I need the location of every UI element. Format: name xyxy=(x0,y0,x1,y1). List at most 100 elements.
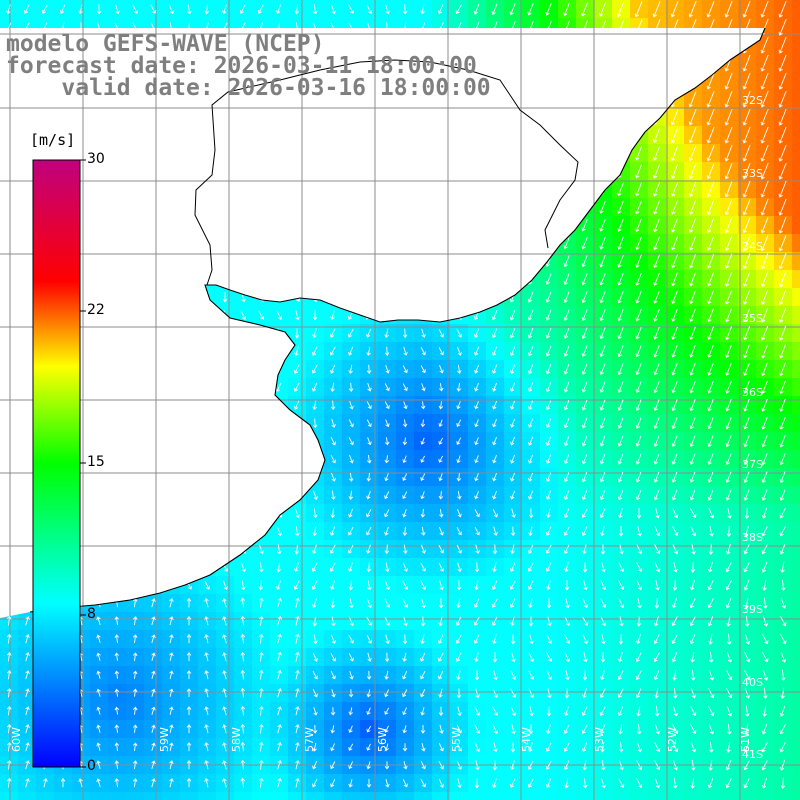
wind-arrow xyxy=(635,381,642,394)
wind-arrow xyxy=(366,346,371,356)
wind-arrow xyxy=(186,220,192,231)
wind-arrow xyxy=(492,419,497,428)
wind-arrow xyxy=(240,256,245,267)
wind-cell xyxy=(414,144,432,162)
wind-cell xyxy=(126,558,144,576)
colorbar-tick-22: 22 xyxy=(87,302,105,318)
wind-arrow xyxy=(671,363,678,376)
wind-arrow xyxy=(258,508,265,518)
wind-arrow xyxy=(96,652,101,661)
wind-arrow xyxy=(330,761,336,770)
wind-cell xyxy=(126,306,144,324)
wind-arrow xyxy=(724,181,733,198)
wind-cell xyxy=(126,288,144,306)
wind-arrow xyxy=(636,760,643,771)
wind-arrow xyxy=(671,218,679,233)
wind-cell xyxy=(576,54,594,72)
wind-arrow xyxy=(474,580,479,591)
wind-cell xyxy=(270,504,288,522)
wind-arrow xyxy=(473,274,480,285)
wind-arrow xyxy=(150,580,156,591)
wind-arrow xyxy=(132,688,138,697)
wind-arrow xyxy=(690,561,696,573)
wind-arrow xyxy=(95,382,102,392)
wind-arrow xyxy=(275,166,282,176)
wind-arrow xyxy=(258,454,263,465)
wind-arrow xyxy=(725,562,732,573)
wind-arrow xyxy=(636,508,642,519)
wind-arrow xyxy=(186,597,192,608)
wind-arrow xyxy=(132,382,138,393)
wind-arrow xyxy=(708,633,713,645)
wind-arrow xyxy=(293,580,300,590)
wind-cell xyxy=(414,216,432,234)
wind-arrow xyxy=(96,4,102,15)
wind-arrow xyxy=(366,707,371,715)
wind-cell xyxy=(558,54,576,72)
wind-arrow xyxy=(276,238,282,249)
wind-arrow xyxy=(384,526,389,536)
wind-arrow xyxy=(617,146,625,161)
wind-cell xyxy=(792,216,800,234)
wind-cell xyxy=(432,126,450,144)
wind-arrow xyxy=(294,4,299,15)
wind-cell xyxy=(450,792,468,800)
wind-cell xyxy=(216,144,234,162)
wind-arrow xyxy=(654,705,660,717)
wind-arrow xyxy=(311,562,318,572)
wind-cell xyxy=(252,144,270,162)
wind-arrow xyxy=(742,0,751,18)
wind-arrow xyxy=(275,184,282,194)
wind-cell xyxy=(144,198,162,216)
wind-arrow xyxy=(114,688,120,697)
wind-arrow xyxy=(240,112,247,122)
wind-arrow xyxy=(132,580,137,591)
wind-cell xyxy=(342,252,360,270)
wind-arrow xyxy=(240,184,245,195)
wind-arrow xyxy=(618,526,624,537)
wind-cell xyxy=(108,162,126,180)
wind-cell xyxy=(0,198,18,216)
wind-arrow xyxy=(652,37,661,54)
wind-arrow xyxy=(241,508,246,519)
wind-arrow xyxy=(491,147,498,159)
wind-arrow xyxy=(169,220,174,231)
wind-arrow xyxy=(456,328,463,338)
wind-arrow xyxy=(277,741,282,752)
wind-arrow xyxy=(420,706,425,716)
wind-arrow xyxy=(671,236,679,251)
wind-cell xyxy=(90,198,108,216)
wind-arrow xyxy=(349,455,354,464)
wind-cell xyxy=(180,360,198,378)
wind-cell xyxy=(432,162,450,180)
wind-arrow xyxy=(581,2,589,17)
wind-arrow xyxy=(204,597,209,608)
wind-arrow xyxy=(114,526,119,537)
wind-arrow xyxy=(258,310,265,320)
wind-arrow xyxy=(707,308,714,323)
wind-arrow xyxy=(402,509,407,518)
wind-arrow xyxy=(760,108,769,126)
wind-arrow xyxy=(689,308,696,323)
wind-arrow xyxy=(475,760,480,771)
wind-arrow xyxy=(581,309,588,322)
wind-arrow xyxy=(330,166,335,177)
wind-arrow xyxy=(168,4,175,15)
wind-cell xyxy=(90,792,108,800)
wind-cell xyxy=(216,270,234,288)
wind-cell xyxy=(270,108,288,126)
lat-label-38s: 38S xyxy=(742,531,763,544)
wind-arrow xyxy=(778,198,787,216)
wind-arrow xyxy=(491,310,498,321)
wind-arrow xyxy=(365,292,372,302)
wind-arrow xyxy=(132,292,137,303)
wind-arrow xyxy=(384,256,389,267)
wind-cell xyxy=(450,198,468,216)
wind-arrow xyxy=(150,4,157,14)
wind-arrow xyxy=(24,130,31,140)
wind-arrow xyxy=(420,365,426,374)
wind-arrow xyxy=(420,455,425,463)
wind-arrow xyxy=(96,724,101,733)
wind-arrow xyxy=(403,401,408,410)
wind-arrow xyxy=(402,671,408,680)
